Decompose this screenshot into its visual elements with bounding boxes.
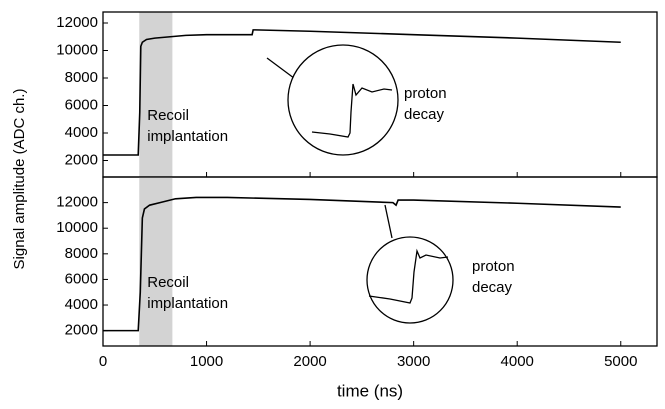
y-tick-label: 12000	[56, 194, 98, 211]
x-tick-label: 5000	[604, 353, 637, 370]
inset-top	[266, 44, 399, 156]
y-tick-label: 6000	[65, 96, 98, 113]
inset-bottom	[366, 204, 454, 324]
x-axis-label: time (ns)	[337, 381, 403, 400]
y-tick-label: 10000	[56, 41, 98, 58]
x-tick-label: 0	[99, 353, 107, 370]
annotation: implantation	[147, 128, 228, 145]
y-tick-label: 4000	[65, 296, 98, 313]
y-tick-label: 8000	[65, 245, 98, 262]
x-tick-label: 1000	[190, 353, 223, 370]
y-axis-label: Signal amplitude (ADC ch.)	[11, 89, 28, 270]
y-tick-label: 4000	[65, 124, 98, 141]
highlight-span	[139, 177, 173, 346]
y-tick-label: 6000	[65, 270, 98, 287]
inset-label: decay	[472, 279, 513, 296]
y-tick-label: 12000	[56, 14, 98, 31]
x-tick-label: 4000	[501, 353, 534, 370]
annotation: Recoil	[147, 107, 189, 124]
inset-label: proton	[404, 85, 447, 102]
y-tick-label: 2000	[65, 322, 98, 339]
x-tick-label: 3000	[397, 353, 430, 370]
line	[103, 29, 621, 156]
x-tick-label: 2000	[293, 353, 326, 370]
annotation: Recoil	[147, 274, 189, 291]
plot-frame	[102, 176, 658, 347]
inset-label: decay	[404, 106, 445, 123]
y-tick-label: 8000	[65, 69, 98, 86]
annotation: implantation	[147, 295, 228, 312]
highlight-span	[139, 12, 173, 177]
inset-label: proton	[472, 258, 515, 275]
panel: 2000 4000 6000 8000 10000 12000 0 1000 2000 3000 4…	[56, 176, 658, 370]
y-tick-label: 2000	[65, 151, 98, 168]
line	[103, 196, 621, 332]
panel: 2000 4000 6000 8000 10000 12000 Recoil implanta…	[56, 11, 658, 178]
y-tick-label: 10000	[56, 219, 98, 236]
